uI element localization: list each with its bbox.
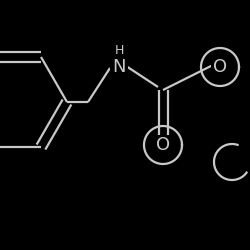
- Text: O: O: [156, 136, 170, 154]
- Text: O: O: [213, 58, 227, 76]
- Text: H: H: [114, 44, 124, 57]
- Text: N: N: [112, 58, 126, 76]
